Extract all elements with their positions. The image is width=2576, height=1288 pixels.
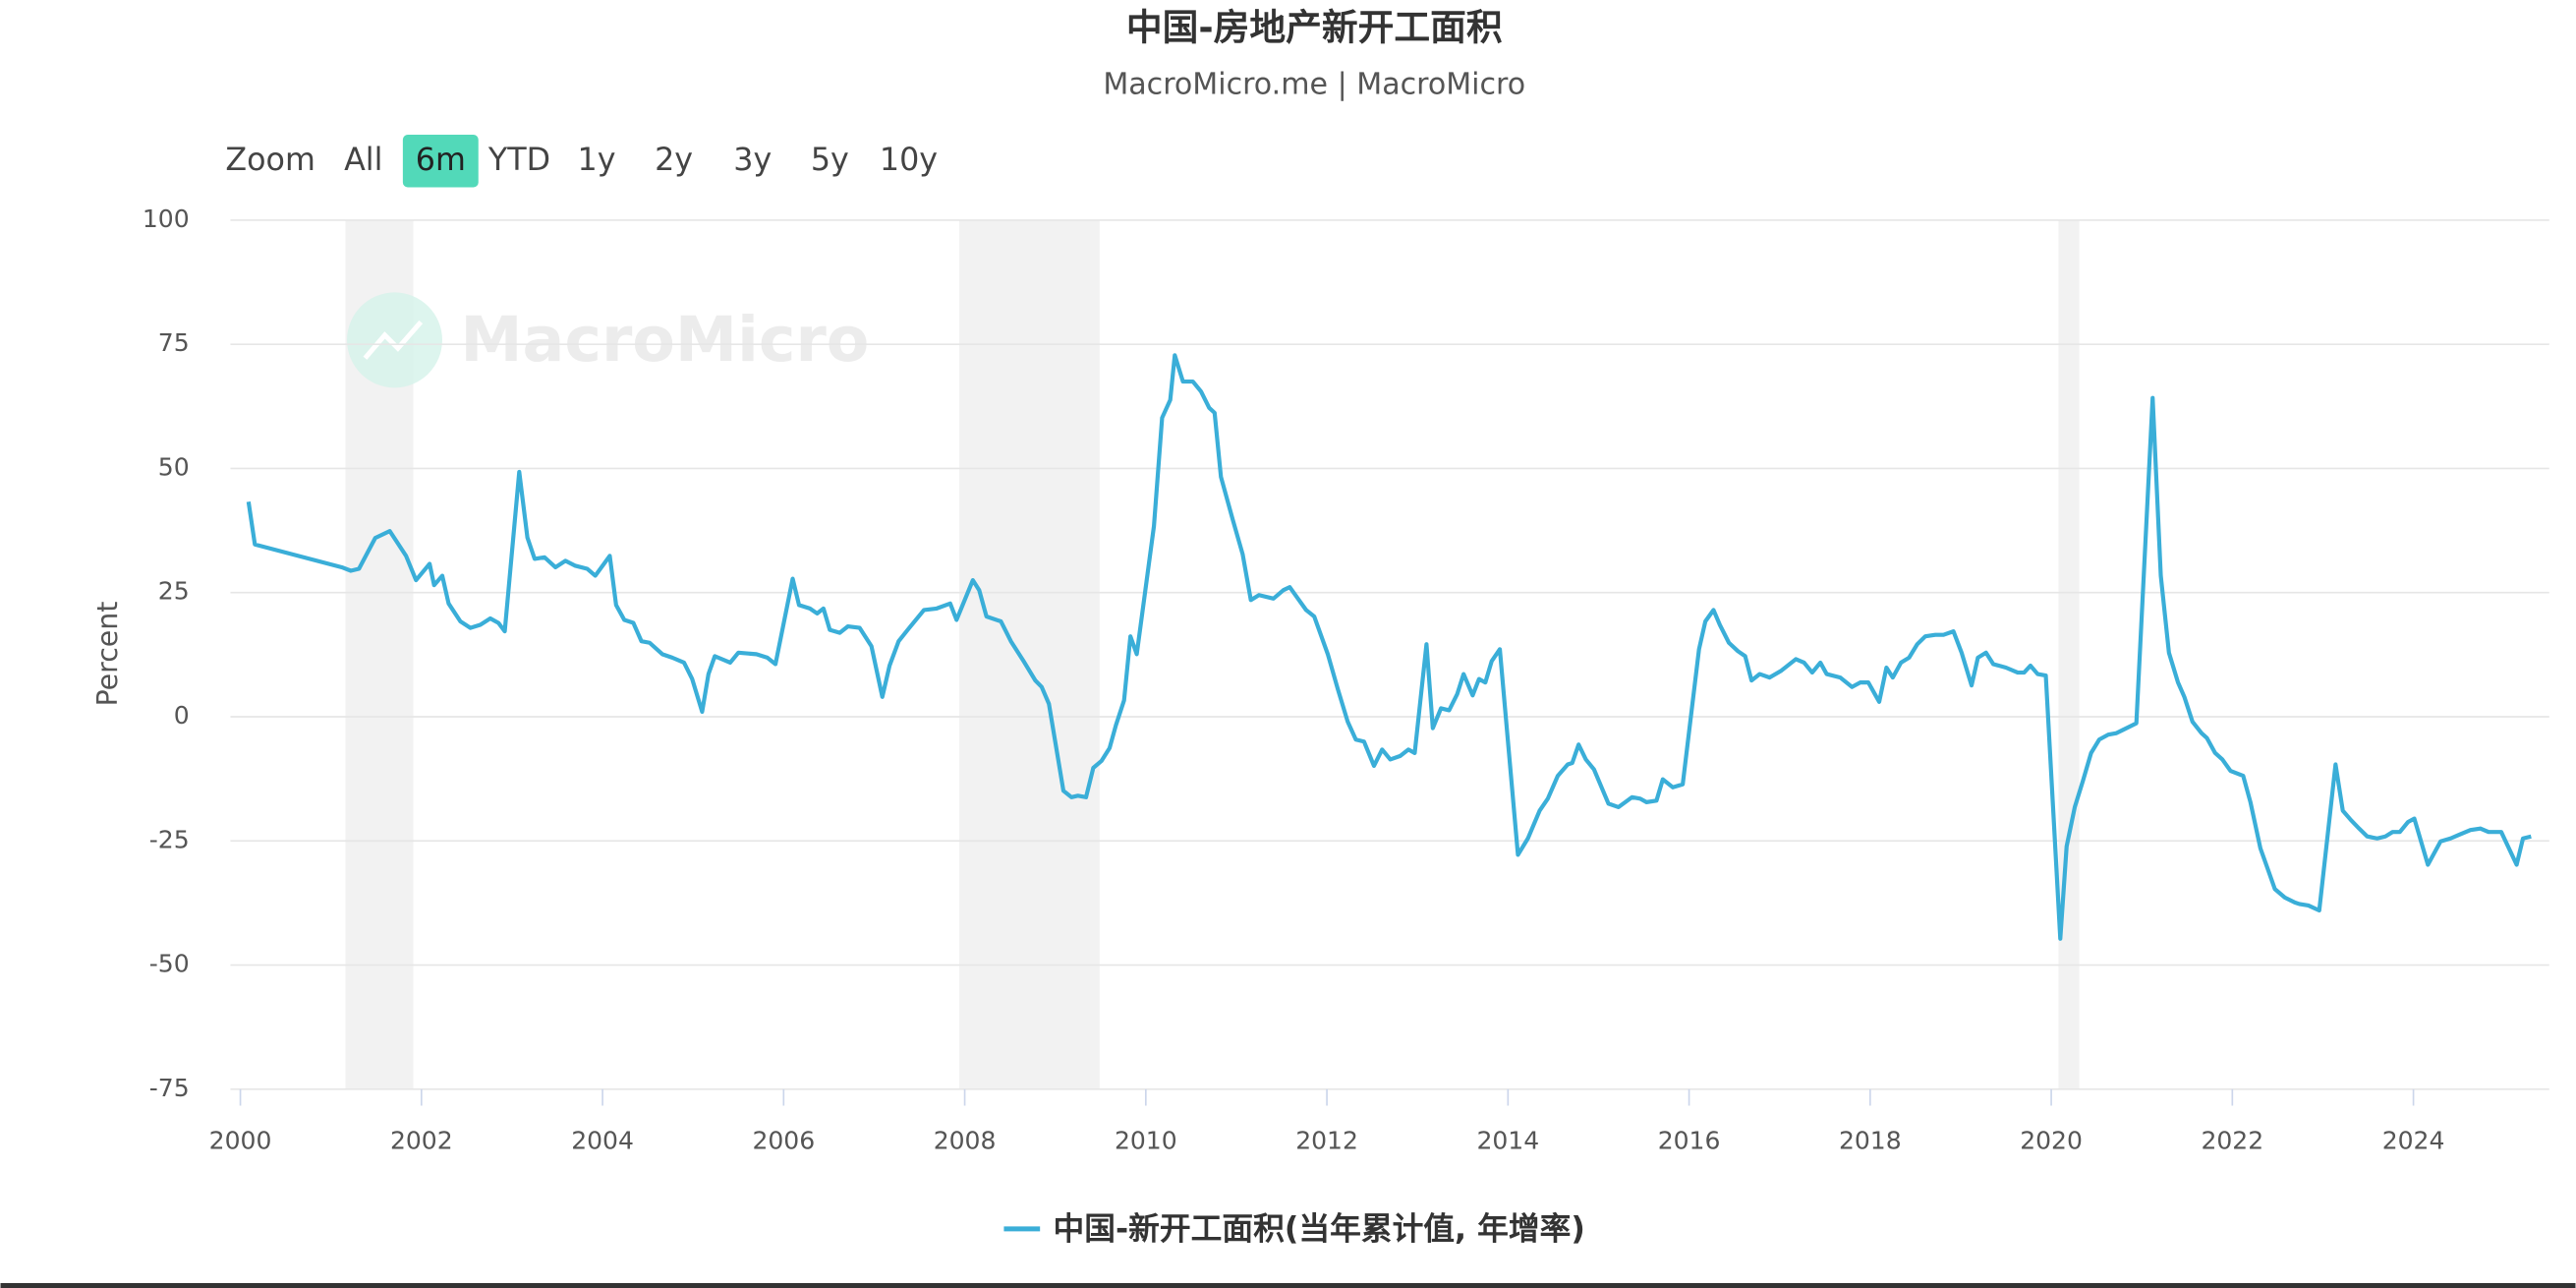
zoom-button-bg[interactable] (402, 135, 479, 188)
zoom-button[interactable]: All (344, 143, 382, 178)
x-tick-label: 2006 (752, 1126, 815, 1154)
y-tick-label: 25 (158, 577, 190, 606)
zoom-label: Zoom (225, 143, 315, 178)
chart-title: 中国-房地产新开工面积 (1126, 7, 1503, 49)
x-tick-label: 2010 (1115, 1126, 1177, 1154)
y-tick-label: -75 (149, 1074, 190, 1102)
legend-label[interactable]: 中国-新开工面积(当年累计值, 年增率) (1054, 1212, 1585, 1248)
y-tick-label: -50 (149, 950, 190, 978)
y-axis-label: Percent (91, 602, 124, 707)
watermark-text: MacroMicro (460, 303, 869, 376)
y-tick-label: -25 (149, 825, 190, 853)
watermark-logo (347, 292, 442, 388)
data-line (246, 353, 2532, 941)
x-tick-label: 2024 (2382, 1126, 2445, 1154)
y-tick-label: 0 (174, 701, 190, 730)
x-tick-label: 2014 (1476, 1126, 1539, 1154)
y-tick-label: 50 (158, 452, 190, 481)
x-tick-label: 2016 (1658, 1126, 1721, 1154)
y-tick-label: 75 (158, 328, 190, 357)
zoom-button[interactable]: YTD (487, 143, 550, 178)
zoom-button[interactable]: 5y (811, 143, 849, 178)
x-tick-label: 2022 (2201, 1126, 2263, 1154)
watermark: MacroMicro (347, 292, 869, 388)
x-tick-label: 2018 (1839, 1126, 1902, 1154)
y-tick-label: 100 (143, 205, 190, 233)
zoom-button[interactable]: 2y (655, 143, 693, 178)
zoom-button[interactable]: 1y (578, 143, 616, 178)
x-tick-label: 2000 (209, 1126, 272, 1154)
zoom-button[interactable]: 10y (880, 143, 938, 178)
zoom-button[interactable]: 3y (733, 143, 772, 178)
x-tick-label: 2004 (571, 1126, 634, 1154)
x-tick-label: 2020 (2020, 1126, 2083, 1154)
x-tick-label: 2012 (1295, 1126, 1358, 1154)
bottom-border (0, 1282, 2576, 1288)
zoom-button[interactable]: 6m (416, 143, 466, 178)
shaded-range (2058, 219, 2080, 1089)
watermark-icon (363, 320, 424, 360)
x-tick-label: 2002 (390, 1126, 453, 1154)
x-tick-label: 2008 (934, 1126, 997, 1154)
chart-subtitle: MacroMicro.me | MacroMicro (1103, 67, 1525, 101)
shaded-range (959, 219, 1100, 1089)
